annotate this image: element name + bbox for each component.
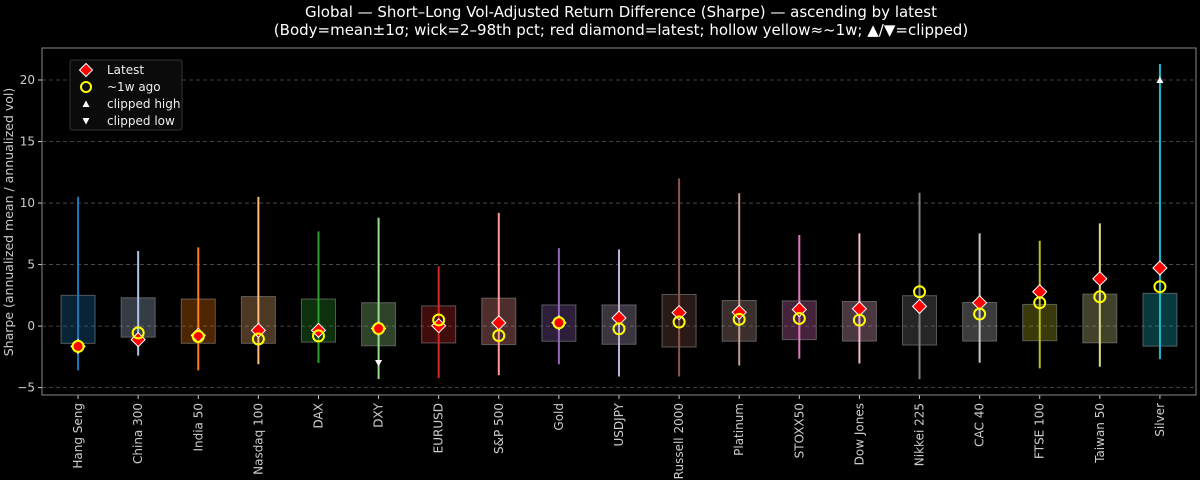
chart-subtitle: (Body=mean±1σ; wick=2–98th pct; red diam… [274,21,968,39]
legend-week-ago-icon [80,81,92,93]
week-ago-marker [432,313,446,327]
week-ago-marker [732,312,746,326]
week-ago-marker [552,316,566,330]
x-tick-label: DXY [372,402,386,427]
clipped-low-marker [375,360,383,367]
x-tick-label: India 50 [191,403,205,452]
y-tick-label: −5 [17,381,35,395]
legend-latest-icon [78,62,94,78]
legend-clipped-high-icon [82,100,90,107]
x-axis-ticks: Hang Seng China 300 India 50 Nasdaq 100 DAX D… [71,395,1167,479]
week-ago-marker [372,322,386,336]
x-tick-label: Nikkei 225 [913,403,927,466]
week-ago-marker [131,326,145,340]
legend-label: Latest [107,63,144,77]
x-tick-label: FTSE 100 [1033,403,1047,459]
plot-frame [41,47,1197,396]
x-tick-label: Dow Jones [852,403,866,465]
x-tick-label: DAX [311,403,325,428]
y-axis-ticks: −5 0 5 10 15 20 [17,73,42,395]
week-ago-marker [973,307,987,321]
y-tick-label: 0 [27,319,35,333]
week-ago-marker [672,315,686,329]
latest-marker [671,304,687,321]
week-ago-marker [191,330,205,344]
week-ago-marker [1093,290,1107,304]
week-ago-marker [71,339,85,353]
latest-marker [851,301,868,317]
latest-marker [1092,271,1108,287]
clipped-high-marker [1156,76,1164,83]
latest-marker [911,298,928,315]
latest-marker [1032,284,1048,300]
x-tick-label: EURUSD [432,403,446,453]
x-tick-label: S&P 500 [492,403,506,454]
latest-marker [971,295,988,311]
week-ago-marker [792,311,806,325]
x-tick-label: STOXX50 [792,403,806,458]
x-tick-label: Nasdaq 100 [251,403,265,475]
y-tick-label: 20 [20,73,35,87]
y-tick-label: 5 [27,258,35,272]
week-ago-marker [492,329,506,343]
latest-marker [611,310,627,326]
chart-marks [60,63,1178,380]
week-ago-marker [1153,280,1167,294]
week-ago-marker [852,313,866,327]
x-tick-label: Russell 2000 [672,403,686,479]
x-tick-label: Taiwan 50 [1093,403,1107,464]
legend-box [69,59,183,131]
x-tick-label: CAC 40 [973,403,987,447]
latest-marker [791,301,808,318]
legend-label: clipped high [107,97,180,111]
x-tick-label: Gold [552,403,566,431]
legend-label: clipped low [107,114,175,128]
chart-title: Global — Short–Long Vol-Adjusted Return … [305,3,937,21]
x-tick-label: USDJPY [612,402,626,446]
y-tick-label: 15 [20,135,35,149]
week-ago-marker [612,322,626,336]
x-tick-label: Platinum [732,403,746,456]
week-ago-marker [1033,296,1047,310]
x-tick-label: Silver [1153,403,1167,437]
latest-marker [1152,260,1168,276]
week-ago-marker [251,332,265,346]
y-axis-label: Sharpe (annualized mean / annualized vol… [1,88,16,357]
week-ago-marker [311,329,325,343]
legend-clipped-low-icon [82,118,90,125]
x-tick-label: Hang Seng [71,403,85,469]
y-tick-label: 10 [20,196,35,210]
legend-label: ~1w ago [107,80,161,94]
x-tick-label: China 300 [131,403,145,464]
week-ago-marker [913,285,927,299]
legend: Latest ~1w ago clipped high clipped low [69,59,183,131]
